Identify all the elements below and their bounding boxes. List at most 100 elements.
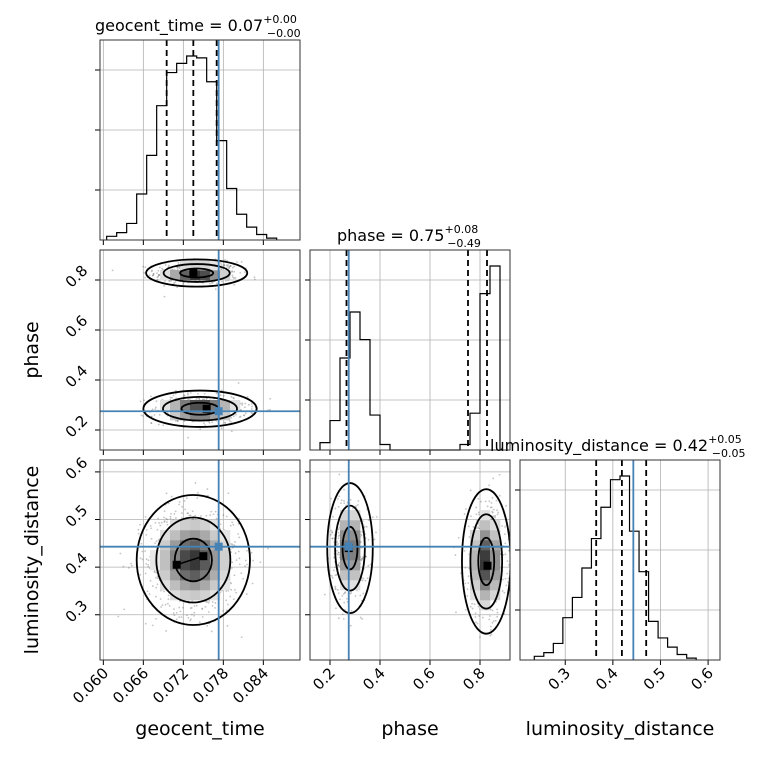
sample-point xyxy=(164,603,167,606)
sample-point xyxy=(496,509,498,512)
sample-point xyxy=(498,473,501,476)
sample-point xyxy=(238,557,241,560)
density-cell xyxy=(150,560,161,571)
sample-point xyxy=(468,536,471,538)
sample-point xyxy=(220,268,222,271)
density-cell xyxy=(340,510,351,521)
density-cell xyxy=(210,570,221,581)
sample-point xyxy=(251,412,254,415)
sample-point xyxy=(331,531,334,533)
density-cell xyxy=(470,550,481,561)
sample-point xyxy=(147,563,150,566)
sample-point xyxy=(350,592,353,594)
sample-point xyxy=(504,526,506,528)
sample-point xyxy=(157,517,159,520)
sample-point xyxy=(167,594,170,597)
sample-point xyxy=(503,591,506,594)
sample-point xyxy=(203,392,206,395)
sample-point xyxy=(323,593,326,596)
sample-point xyxy=(146,590,149,593)
tick-label-x-phase: 0.2 xyxy=(309,664,339,694)
density-cell xyxy=(170,410,181,421)
sample-point xyxy=(239,271,242,274)
density-cell xyxy=(210,560,221,571)
density-cell xyxy=(470,570,481,581)
density-cell xyxy=(200,530,211,541)
sample-point xyxy=(467,525,470,528)
sample-point xyxy=(337,531,340,534)
sample-point xyxy=(359,616,362,619)
sample-point xyxy=(143,271,146,274)
panel-hist-luminosity_distance: 0.3 0.4 0.5 0.6 xyxy=(515,459,721,694)
sample-point xyxy=(349,592,352,595)
sample-point xyxy=(464,566,467,569)
sample-point xyxy=(230,416,233,419)
sample-point xyxy=(360,533,362,536)
sample-point xyxy=(482,616,484,619)
sample-point xyxy=(337,563,340,566)
gridlines xyxy=(100,40,300,240)
sample-point xyxy=(369,563,372,566)
tick-label-x-luminosity_distance: 0.3 xyxy=(544,664,574,694)
contour-line xyxy=(334,504,366,592)
density-cell xyxy=(220,400,231,411)
sample-point xyxy=(165,517,168,520)
sample-point xyxy=(471,607,474,610)
tick-label-x-phase: 0.8 xyxy=(459,664,489,694)
contour-line xyxy=(341,525,359,571)
sample-point xyxy=(376,516,378,518)
sample-point xyxy=(187,512,189,515)
density-cell xyxy=(480,520,491,531)
sample-point xyxy=(155,406,157,409)
sample-point xyxy=(230,582,233,585)
title-geocent_time-plus: +0.00 xyxy=(263,13,297,26)
tick-label-y-luminosity_distance: 0.5 xyxy=(62,501,92,531)
sample-point xyxy=(204,424,207,427)
sample-point xyxy=(337,528,340,531)
sample-point xyxy=(233,574,236,577)
panel-frame xyxy=(309,249,511,451)
sample-point xyxy=(141,558,144,561)
sample-point xyxy=(334,574,337,577)
sample-point xyxy=(197,392,199,395)
sample-point xyxy=(208,600,211,602)
sample-point xyxy=(247,403,250,406)
sample-point xyxy=(145,558,148,561)
sample-point xyxy=(155,617,158,620)
sample-point xyxy=(137,532,140,535)
sample-point xyxy=(173,281,176,284)
sample-point xyxy=(130,562,132,565)
tick-label-y-luminosity_distance: 0.6 xyxy=(62,454,92,484)
sample-point xyxy=(331,537,334,540)
sample-point xyxy=(468,567,471,570)
sample-point xyxy=(143,399,145,402)
sample-point xyxy=(490,518,492,521)
density-cell xyxy=(490,540,501,551)
tick-label-y-luminosity_distance: 0.4 xyxy=(62,549,92,579)
sample-point xyxy=(181,512,183,515)
sample-point xyxy=(477,511,480,514)
density-cell xyxy=(480,540,491,551)
sample-point xyxy=(350,609,353,612)
sample-point xyxy=(159,524,162,527)
sample-point xyxy=(238,536,241,539)
sample-point xyxy=(117,615,120,618)
sample-point xyxy=(182,283,184,285)
sample-point xyxy=(155,595,157,598)
sample-point xyxy=(492,515,495,518)
panel-hist-phase xyxy=(305,249,511,455)
sample-point xyxy=(210,630,213,633)
sample-point xyxy=(231,521,234,524)
density-cell xyxy=(470,580,481,591)
sample-point xyxy=(196,491,199,494)
sample-point xyxy=(175,611,178,614)
density-cell xyxy=(170,580,181,591)
sample-point xyxy=(230,396,233,398)
sample-point xyxy=(156,575,159,578)
sample-point xyxy=(225,515,228,518)
sample-point xyxy=(253,278,256,281)
sample-point xyxy=(494,619,497,622)
sample-point xyxy=(269,408,271,411)
sample-point xyxy=(511,586,513,588)
sample-point xyxy=(242,577,245,580)
